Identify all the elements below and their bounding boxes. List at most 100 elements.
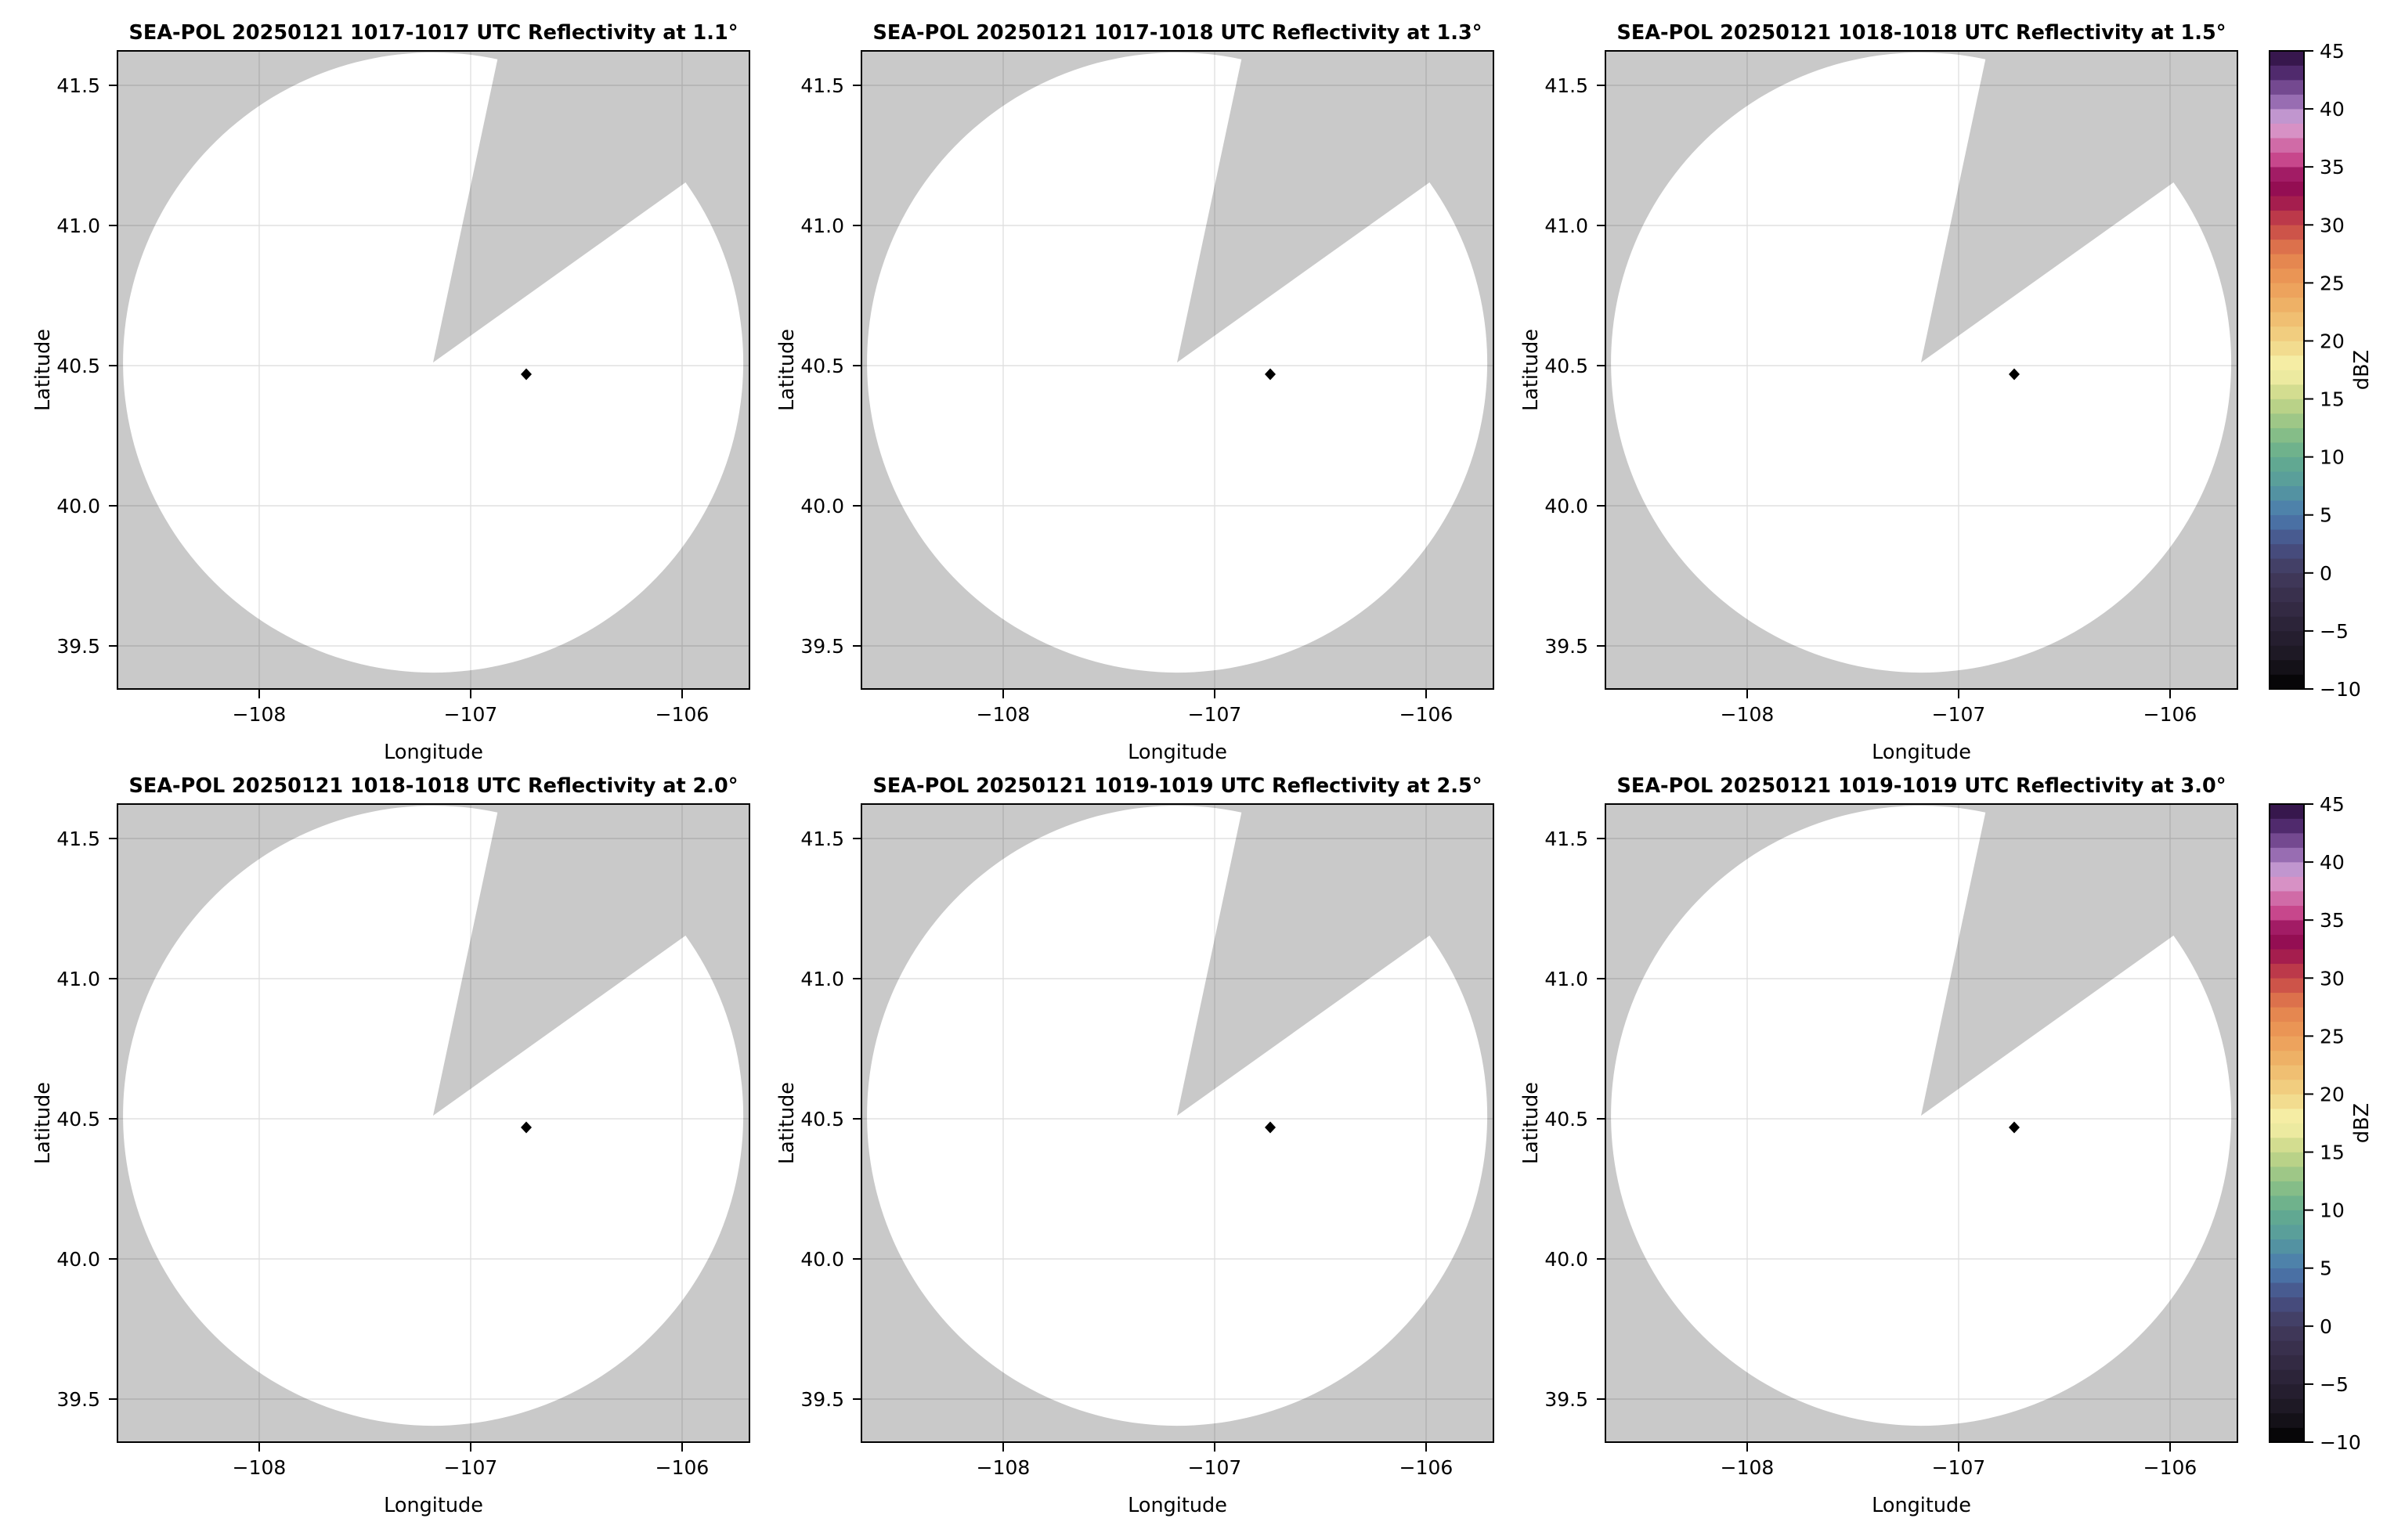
site-marker — [1265, 368, 1276, 380]
panel-3: SEA-POL 20250121 1018-1018 UTC Reflectiv… — [1519, 21, 2238, 764]
y-tick-label: 41.0 — [56, 968, 100, 990]
colorbar-band — [2270, 601, 2304, 617]
colorbar-band — [2270, 1383, 2304, 1399]
panel-5-title: SEA-POL 20250121 1019-1019 UTC Reflectiv… — [873, 774, 1482, 798]
colorbar-band — [2270, 616, 2304, 632]
gridlines — [861, 51, 1493, 689]
colorbar-band — [2270, 630, 2304, 646]
colorbar-tick-label: 5 — [2320, 504, 2332, 527]
radar-coverage-area — [867, 52, 1488, 673]
colorbar-tick-label: 5 — [2320, 1257, 2332, 1280]
panel-6-plot: −108 −107 −106 41.5 41.0 40.5 40.0 39.5 Longitud… — [1519, 803, 2238, 1517]
colorbar-band — [2270, 1079, 2304, 1095]
panel-2-title: SEA-POL 20250121 1017-1018 UTC Reflectiv… — [873, 21, 1482, 45]
y-tick-label: 41.0 — [56, 215, 100, 237]
colorbar-band — [2270, 934, 2304, 950]
colorbar-band — [2270, 1398, 2304, 1414]
colorbar-band — [2270, 905, 2304, 921]
panel-5-plot: −108 −107 −106 41.5 41.0 40.5 40.0 39.5 Longitud… — [775, 803, 1494, 1517]
site-marker — [521, 1121, 532, 1134]
radar-coverage-area — [123, 52, 744, 673]
colorbar-row-2: 45 40 35 30 25 20 15 10 5 0 −5 −10 dBZ — [2269, 793, 2374, 1454]
x-tick-label: −106 — [1399, 1456, 1454, 1479]
x-axis-label: Longitude — [1872, 1494, 1971, 1517]
colorbar-band — [2270, 1311, 2304, 1327]
colorbar-band — [2270, 1268, 2304, 1283]
colorbar-band — [2270, 297, 2304, 312]
colorbar-tick-label: 0 — [2320, 562, 2332, 585]
site-marker — [1265, 1121, 1276, 1134]
colorbar-border — [2269, 50, 2305, 690]
colorbar-band — [2270, 1181, 2304, 1196]
panel-2: SEA-POL 20250121 1017-1018 UTC Reflectiv… — [775, 21, 1494, 764]
x-tick-label: −106 — [1399, 703, 1454, 726]
panel-3-title: SEA-POL 20250121 1018-1018 UTC Reflectiv… — [1617, 21, 2226, 45]
y-axis-label: Latitude — [31, 1082, 55, 1164]
colorbar-band — [2270, 341, 2304, 356]
colorbar-tick-label: 20 — [2320, 330, 2345, 352]
colorbar-border — [2269, 803, 2305, 1443]
site-marker — [521, 368, 532, 380]
colorbar-tick-label: 25 — [2320, 1025, 2345, 1048]
colorbar-band — [2270, 674, 2304, 690]
colorbar-tick-label: 40 — [2320, 98, 2345, 121]
colorbar-band — [2270, 847, 2304, 863]
y-tick-label: 40.5 — [800, 1108, 844, 1131]
colorbar-band — [2270, 500, 2304, 516]
colorbar-band — [2270, 514, 2304, 530]
y-tick-label: 39.5 — [1544, 635, 1588, 658]
colorbar-row-1: 45 40 35 30 25 20 15 10 5 0 −5 −10 dBZ — [2269, 40, 2374, 701]
x-axis-label: Longitude — [1128, 1494, 1227, 1517]
colorbar-band — [2270, 152, 2304, 168]
colorbar-band — [2270, 1340, 2304, 1356]
colorbar-band — [2270, 861, 2304, 877]
panel-1-plot: −108 −107 −106 41.5 41.0 40.5 40.0 39.5 Longitud… — [31, 50, 750, 764]
colorbar-band — [2270, 1007, 2304, 1022]
colorbar-band — [2270, 645, 2304, 661]
x-tick-label: −107 — [444, 1456, 498, 1479]
colorbar-band — [2270, 992, 2304, 1008]
x-axis-label: Longitude — [1872, 741, 1971, 764]
radar-coverage-area — [867, 806, 1488, 1426]
x-tick-label: −107 — [1188, 1456, 1242, 1479]
panel-4-title: SEA-POL 20250121 1018-1018 UTC Reflectiv… — [129, 774, 738, 798]
colorbar-band — [2270, 963, 2304, 979]
y-tick-label: 41.5 — [1544, 74, 1588, 97]
x-tick-label: −106 — [2143, 1456, 2197, 1479]
colorbar-band — [2270, 210, 2304, 225]
colorbar-band — [2270, 65, 2304, 81]
y-tick-label: 40.0 — [800, 495, 844, 518]
y-tick-label: 41.5 — [56, 828, 100, 850]
colorbar-tick-label: 15 — [2320, 388, 2345, 411]
x-tick-label: −106 — [655, 1456, 710, 1479]
colorbar-band — [2270, 94, 2304, 110]
colorbar-band — [2270, 283, 2304, 298]
y-axis-label: Latitude — [775, 1082, 799, 1164]
colorbar-tick-label: −5 — [2320, 1373, 2349, 1396]
y-tick-label: 40.0 — [800, 1248, 844, 1271]
site-marker — [2009, 1121, 2020, 1134]
colorbar-band — [2270, 1021, 2304, 1037]
colorbar-tick-label: 10 — [2320, 446, 2345, 469]
colorbar-band — [2270, 181, 2304, 197]
colorbar-unit-label: dBZ — [2350, 350, 2374, 390]
colorbar-band — [2270, 239, 2304, 254]
x-tick-label: −108 — [233, 703, 287, 726]
colorbar-tick-label: 30 — [2320, 214, 2345, 236]
colorbar-band — [2270, 1050, 2304, 1066]
colorbar-band — [2270, 1325, 2304, 1341]
panel-3-plot: −108 −107 −106 41.5 41.0 40.5 40.0 39.5 Longitud… — [1519, 50, 2238, 764]
y-tick-label: 39.5 — [800, 635, 844, 658]
colorbar-band — [2270, 1108, 2304, 1123]
colorbar-band — [2270, 326, 2304, 341]
site-marker — [2009, 368, 2020, 380]
x-axis-label: Longitude — [384, 1494, 483, 1517]
colorbar-band — [2270, 399, 2304, 414]
colorbar-band — [2270, 543, 2304, 559]
y-tick-label: 39.5 — [1544, 1388, 1588, 1411]
y-tick-label: 40.0 — [56, 495, 100, 518]
gridlines — [1605, 804, 2237, 1442]
y-tick-label: 41.0 — [1544, 968, 1588, 990]
colorbar-tick-label: 25 — [2320, 272, 2345, 294]
